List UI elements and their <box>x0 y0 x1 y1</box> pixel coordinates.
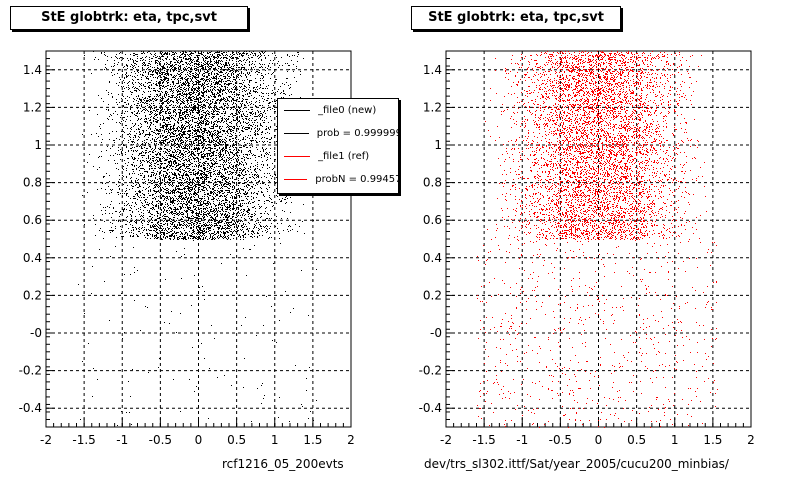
y-tick-label: -0.4 <box>419 401 442 415</box>
y-tick-label: 0.2 <box>423 288 442 302</box>
y-tick-label: 1 <box>34 138 42 152</box>
left-footer-caption: rcf1216_05_200evts <box>222 457 344 471</box>
y-tick-label: -0.4 <box>19 401 42 415</box>
y-tick-label: -0 <box>430 326 442 340</box>
y-tick-label: 0.6 <box>23 213 42 227</box>
x-tick-label: -0.5 <box>549 433 572 447</box>
legend-label: probN = 0.994573 <box>315 173 398 185</box>
x-tick-label: -2 <box>40 433 52 447</box>
x-tick-label: 1.5 <box>703 433 722 447</box>
y-tick-label: 1.4 <box>423 63 442 77</box>
y-tick-label: 0.8 <box>23 176 42 190</box>
x-tick-label: -1 <box>516 433 528 447</box>
y-tick-label: 0.8 <box>423 176 442 190</box>
legend-label: prob = 0.999999 <box>316 127 398 139</box>
y-tick-label: 0.2 <box>23 288 42 302</box>
x-tick-label: 1.5 <box>303 433 322 447</box>
legend-line-icon <box>284 132 309 134</box>
x-tick-label: 0.5 <box>627 433 646 447</box>
y-tick-label: -0.2 <box>419 364 442 378</box>
y-tick-label: -0 <box>30 326 42 340</box>
x-tick-label: 2 <box>347 433 355 447</box>
y-tick-label: 1.2 <box>23 100 42 114</box>
legend-entry: prob = 0.999999 <box>278 122 398 144</box>
x-tick-label: 2 <box>747 433 755 447</box>
y-tick-label: 0.4 <box>423 251 442 265</box>
y-tick-label: 1.4 <box>23 63 42 77</box>
x-tick-label: 0 <box>195 433 203 447</box>
x-tick-label: -1.5 <box>72 433 95 447</box>
legend-entry: _file1 (ref) <box>278 145 398 167</box>
x-tick-label: 1 <box>671 433 679 447</box>
legend-entry: _file0 (new) <box>278 99 398 121</box>
legend-label: _file1 (ref) <box>318 150 370 162</box>
right-plot-title: StE globtrk: eta, tpc,svt <box>411 6 621 30</box>
scatter-points <box>78 51 317 426</box>
legend-label: _file0 (new) <box>318 104 377 116</box>
legend-line-icon <box>284 178 308 180</box>
legend-entry: probN = 0.994573 <box>278 168 398 190</box>
x-tick-label: -2 <box>440 433 452 447</box>
x-tick-label: -0.5 <box>149 433 172 447</box>
y-tick-label: 1 <box>434 138 442 152</box>
legend-line-icon <box>284 109 310 111</box>
y-tick-label: 0.6 <box>423 213 442 227</box>
left-plot-title: StE globtrk: eta, tpc,svt <box>10 6 248 30</box>
y-tick-label: 1.2 <box>423 100 442 114</box>
x-tick-label: -1 <box>116 433 128 447</box>
x-tick-label: 0.5 <box>227 433 246 447</box>
legend: _file0 (new) prob = 0.999999 _file1 (ref… <box>277 98 399 194</box>
y-tick-label: -0.2 <box>19 364 42 378</box>
x-tick-label: 0 <box>595 433 603 447</box>
legend-line-icon <box>284 155 310 157</box>
x-tick-label: 1 <box>271 433 279 447</box>
right-footer-caption: dev/trs_sl302.ittf/Sat/year_2005/cucu200… <box>424 457 729 471</box>
plot-1: -2 -1.5 -1 -0.5 0 0.5 1 1.5 2 -0.4 -0.2 -0 0.2 0.4 0.6… <box>419 50 755 447</box>
x-tick-label: -1.5 <box>472 433 495 447</box>
y-tick-label: 0.4 <box>23 251 42 265</box>
